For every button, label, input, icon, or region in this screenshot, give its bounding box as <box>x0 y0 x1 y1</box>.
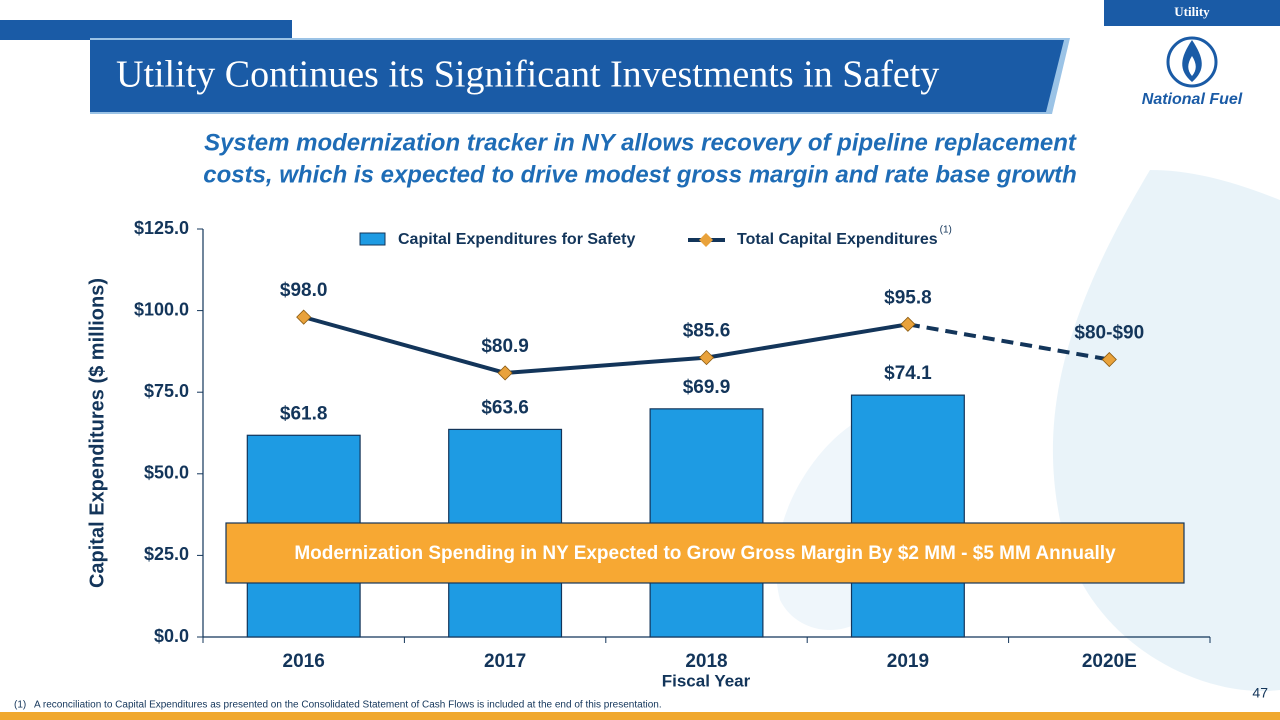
x-axis-label: Fiscal Year <box>662 671 751 690</box>
y-tick-label: $125.0 <box>134 218 189 238</box>
line-segment <box>907 322 1110 362</box>
section-tag-box <box>1104 0 1280 26</box>
bar <box>850 394 965 638</box>
legend-marker <box>699 233 713 247</box>
line-segment <box>706 322 909 360</box>
section-tag: Utility <box>1174 4 1210 19</box>
y-tick-label: $75.0 <box>144 381 189 401</box>
line-segment <box>303 315 506 375</box>
y-tick-label: $50.0 <box>144 463 189 483</box>
data-label: $74.1 <box>884 363 932 384</box>
data-label: $80-$90 <box>1074 323 1144 344</box>
footnote-marker: (1) <box>14 700 26 711</box>
data-label: $63.6 <box>481 397 529 418</box>
title-banner <box>90 40 1064 112</box>
page-number: 47 <box>1252 685 1268 701</box>
line-marker <box>698 350 715 366</box>
subtitle-line: System modernization tracker in NY allow… <box>204 129 1077 156</box>
data-label: $69.9 <box>683 377 731 398</box>
legend-superscript: (1) <box>940 225 952 236</box>
logo-text: National Fuel <box>1142 91 1243 108</box>
data-label: $95.8 <box>884 287 932 308</box>
line-marker <box>497 365 513 381</box>
callout-box <box>225 522 1185 584</box>
subtitle-line: costs, which is expected to drive modest… <box>203 161 1077 188</box>
legend-label: Capital Expenditures for Safety <box>398 231 635 248</box>
header-stripe <box>0 20 292 40</box>
y-tick-label: $0.0 <box>154 626 189 646</box>
y-axis-label: Capital Expenditures ($ millions) <box>86 278 108 588</box>
x-tick-label: 2017 <box>484 651 526 672</box>
data-label: $98.0 <box>280 280 328 301</box>
footnote: A reconciliation to Capital Expenditures… <box>34 700 662 711</box>
x-tick-label: 2016 <box>283 651 325 672</box>
y-tick-label: $25.0 <box>144 544 189 564</box>
footer-bar <box>0 712 1280 720</box>
legend-swatch <box>359 232 386 246</box>
data-label: $61.8 <box>280 403 328 424</box>
line-marker <box>1101 351 1117 368</box>
line-marker <box>900 316 916 332</box>
line-marker <box>296 309 312 325</box>
x-tick-label: 2020E <box>1082 651 1137 672</box>
line-segment <box>504 355 707 375</box>
legend-label: Total Capital Expenditures <box>737 231 938 248</box>
callout-text: Modernization Spending in NY Expected to… <box>294 543 1116 564</box>
x-tick-label: 2018 <box>685 651 727 672</box>
y-tick-label: $100.0 <box>134 299 189 319</box>
data-label: $85.6 <box>683 321 731 342</box>
data-label: $80.9 <box>481 336 529 357</box>
logo-icon <box>1166 36 1218 88</box>
slide-title: Utility Continues its Significant Invest… <box>116 54 939 96</box>
x-tick-label: 2019 <box>887 651 929 672</box>
